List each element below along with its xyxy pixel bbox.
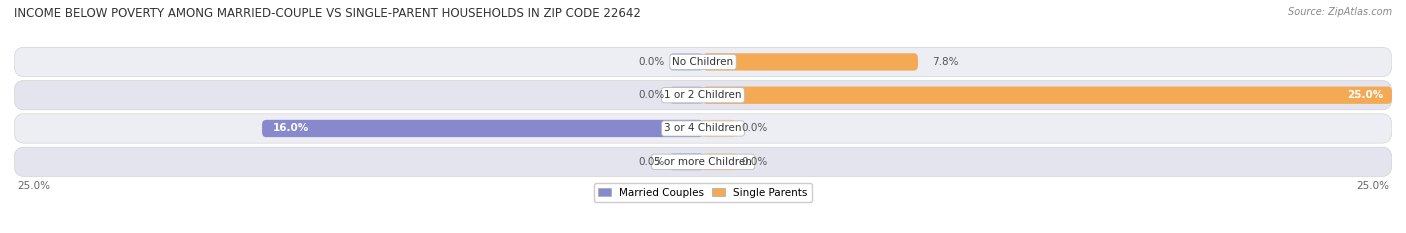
- Text: 0.0%: 0.0%: [638, 57, 665, 67]
- Text: 16.0%: 16.0%: [273, 123, 309, 134]
- Text: 7.8%: 7.8%: [932, 57, 959, 67]
- Text: 5 or more Children: 5 or more Children: [654, 157, 752, 167]
- FancyBboxPatch shape: [262, 120, 703, 137]
- Text: 3 or 4 Children: 3 or 4 Children: [664, 123, 742, 134]
- Text: 1 or 2 Children: 1 or 2 Children: [664, 90, 742, 100]
- FancyBboxPatch shape: [703, 120, 737, 137]
- FancyBboxPatch shape: [14, 81, 1392, 110]
- Text: 25.0%: 25.0%: [17, 181, 49, 191]
- FancyBboxPatch shape: [703, 53, 918, 71]
- FancyBboxPatch shape: [14, 47, 1392, 77]
- Text: 0.0%: 0.0%: [638, 157, 665, 167]
- FancyBboxPatch shape: [669, 153, 703, 170]
- Text: 0.0%: 0.0%: [638, 90, 665, 100]
- Text: 25.0%: 25.0%: [1357, 181, 1389, 191]
- Text: 0.0%: 0.0%: [741, 123, 768, 134]
- Text: 25.0%: 25.0%: [1347, 90, 1384, 100]
- Text: Source: ZipAtlas.com: Source: ZipAtlas.com: [1288, 7, 1392, 17]
- Text: No Children: No Children: [672, 57, 734, 67]
- FancyBboxPatch shape: [703, 153, 737, 170]
- FancyBboxPatch shape: [14, 114, 1392, 143]
- Text: 0.0%: 0.0%: [741, 157, 768, 167]
- Text: INCOME BELOW POVERTY AMONG MARRIED-COUPLE VS SINGLE-PARENT HOUSEHOLDS IN ZIP COD: INCOME BELOW POVERTY AMONG MARRIED-COUPL…: [14, 7, 641, 20]
- Legend: Married Couples, Single Parents: Married Couples, Single Parents: [595, 183, 811, 202]
- FancyBboxPatch shape: [669, 86, 703, 104]
- FancyBboxPatch shape: [14, 147, 1392, 176]
- FancyBboxPatch shape: [703, 86, 1392, 104]
- FancyBboxPatch shape: [669, 53, 703, 71]
